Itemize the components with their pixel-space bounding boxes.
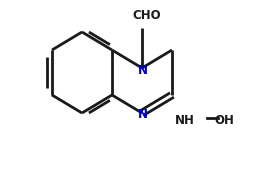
Text: N: N	[138, 107, 148, 121]
Text: CHO: CHO	[133, 9, 161, 22]
Text: NH: NH	[175, 113, 195, 126]
Text: OH: OH	[214, 113, 234, 126]
Text: N: N	[138, 63, 148, 76]
